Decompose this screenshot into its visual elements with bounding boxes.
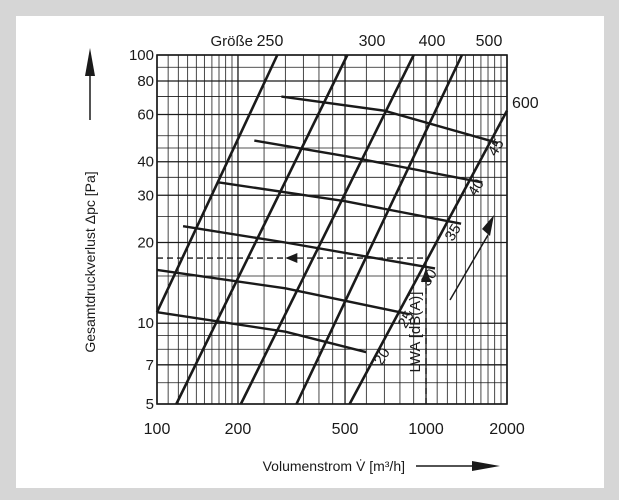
plot-frame <box>156 54 508 405</box>
x-tick-label: 200 <box>225 421 252 438</box>
size-title: Größe <box>210 33 253 50</box>
sound-level-label: 35 <box>442 221 465 244</box>
sound-level-label: 45 <box>485 136 508 159</box>
sound-level-label: 25 <box>395 308 418 331</box>
size-label: 400 <box>419 33 446 50</box>
size-line-400 <box>239 54 415 405</box>
example-left-arrow <box>285 253 298 264</box>
x-tick-label: 500 <box>332 421 359 438</box>
grid <box>156 54 508 405</box>
y-tick-label: 5 <box>146 396 154 413</box>
example-up-arrow <box>421 268 432 283</box>
y-axis-arrow-head <box>85 48 95 76</box>
sound-level-label: 20 <box>371 345 394 368</box>
size-line-600 <box>348 110 509 405</box>
x-tick-label: 100 <box>144 421 171 438</box>
size-label: 500 <box>476 33 503 50</box>
y-tick-label: 30 <box>137 187 154 204</box>
chart-labels: 100 200 500 1000 2000 5 7 10 20 30 40 60 80 100 Volume… <box>82 33 539 474</box>
sound-line-30 <box>182 225 436 270</box>
x-axis-title: Volumenstrom V̇ [m³/h] <box>263 458 405 474</box>
x-tick-label: 2000 <box>489 421 525 438</box>
y-tick-label: 20 <box>137 234 154 251</box>
sound-line-40 <box>254 139 483 184</box>
y-tick-label: 60 <box>137 107 154 124</box>
size-label: 250 <box>257 33 284 50</box>
y-tick-label: 7 <box>146 357 154 374</box>
sound-level-label: 30 <box>418 266 441 289</box>
chart-card <box>16 16 604 488</box>
data-series <box>155 54 509 405</box>
size-label: 600 <box>512 95 539 112</box>
size-label: 300 <box>359 33 386 50</box>
sound-line-45 <box>281 95 499 145</box>
x-tick-label: 1000 <box>408 421 444 438</box>
y-tick-label: 10 <box>137 315 154 332</box>
y-axis-title: Gesamtdruckverlust Δpc [Pa] <box>82 171 98 352</box>
sound-line-35 <box>218 181 462 225</box>
sound-arrow-line <box>449 234 489 301</box>
sound-line-25 <box>156 268 410 316</box>
y-tick-label: 40 <box>137 154 154 171</box>
sound-line-20 <box>156 310 367 354</box>
sound-axis-label: LWA [dB(A)] <box>407 292 424 373</box>
size-line-250 <box>155 54 279 313</box>
sound-arrow-head <box>482 215 494 236</box>
size-line-300 <box>175 54 349 405</box>
sound-level-label: 40 <box>465 176 488 199</box>
size-line-500 <box>295 54 464 405</box>
y-tick-label: 100 <box>129 47 154 64</box>
x-axis-arrow-head <box>472 461 500 471</box>
y-tick-label: 80 <box>137 73 154 90</box>
